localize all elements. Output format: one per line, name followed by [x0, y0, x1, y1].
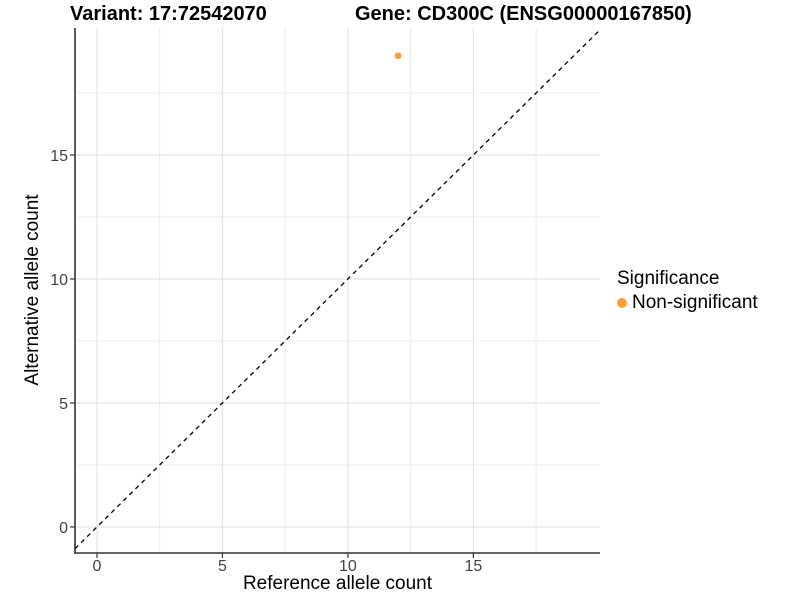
data-point: [394, 52, 402, 60]
x-tick-label: 10: [339, 558, 357, 575]
y-axis-title: Alternative allele count: [22, 194, 43, 386]
x-axis-title: Reference allele count: [242, 573, 433, 594]
gene-title: Gene: CD300C (ENSG00000167850): [355, 3, 692, 25]
variant-title: Variant: 17:72542070: [70, 3, 267, 25]
legend-item: Non-significant: [617, 292, 758, 314]
identity-line: [74, 29, 601, 550]
y-tick-label: 0: [59, 520, 68, 537]
y-tick-label: 10: [50, 272, 68, 289]
y-tick-label: 15: [50, 148, 68, 165]
x-tick-label: 0: [93, 558, 102, 575]
x-tick-label: 15: [464, 558, 482, 575]
y-tick-label: 5: [59, 396, 68, 413]
legend-title: Significance: [617, 268, 720, 289]
x-tick-label: 5: [218, 558, 227, 575]
legend-point-icon: [617, 298, 627, 308]
legend: Significance Non-significant: [617, 268, 758, 314]
legend-item-label: Non-significant: [632, 292, 758, 313]
